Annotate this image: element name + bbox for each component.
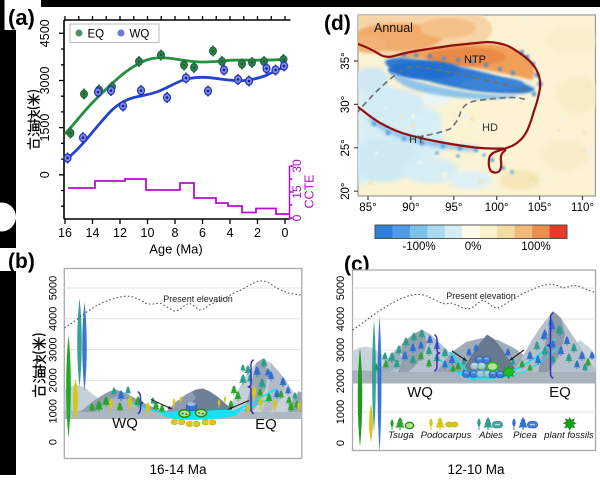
svg-text:35°: 35° (340, 52, 352, 69)
svg-text:WQ: WQ (112, 415, 138, 432)
svg-text:NTP: NTP (464, 54, 486, 66)
svg-text:EQ: EQ (549, 384, 571, 401)
svg-text:30°: 30° (340, 96, 352, 113)
svg-text:0%: 0% (465, 241, 482, 253)
svg-text:30: 30 (290, 159, 304, 173)
svg-text:0: 0 (48, 439, 60, 445)
svg-text:8: 8 (172, 226, 179, 240)
svg-text:100%: 100% (521, 241, 550, 253)
svg-text:6: 6 (199, 226, 206, 240)
svg-text:(b): (b) (8, 250, 35, 273)
svg-text:110°: 110° (571, 202, 594, 214)
svg-text:Abies: Abies (478, 430, 503, 441)
svg-text:0: 0 (290, 214, 304, 221)
svg-text:HD: HD (482, 122, 498, 134)
svg-text:14: 14 (86, 226, 100, 240)
svg-text:12-10 Ma: 12-10 Ma (447, 462, 505, 477)
svg-text:1000: 1000 (48, 399, 60, 423)
svg-text:Present elevation: Present elevation (163, 294, 233, 304)
svg-text:2000: 2000 (48, 368, 60, 392)
svg-text:4: 4 (227, 226, 234, 240)
svg-text:-100%: -100% (402, 241, 435, 253)
svg-text:12: 12 (113, 226, 127, 240)
svg-text:Annual: Annual (374, 21, 413, 35)
svg-text:2000: 2000 (335, 369, 347, 393)
svg-text:WQ: WQ (130, 29, 150, 41)
svg-text:Podocarpus: Podocarpus (421, 430, 472, 441)
svg-text:2: 2 (254, 226, 261, 240)
svg-text:4000: 4000 (335, 307, 347, 331)
svg-text:EQ: EQ (88, 29, 105, 41)
svg-text:HY: HY (409, 134, 425, 146)
svg-text:CCTE: CCTE (303, 174, 317, 208)
svg-text:16-14 Ma: 16-14 Ma (149, 462, 207, 477)
svg-text:(d): (d) (324, 12, 351, 35)
svg-text:1500: 1500 (38, 114, 52, 142)
svg-text:0: 0 (282, 226, 289, 240)
svg-text:5000: 5000 (48, 276, 60, 300)
svg-text:(a): (a) (8, 5, 35, 30)
svg-text:Tsuga: Tsuga (388, 430, 414, 441)
svg-text:3000: 3000 (48, 337, 60, 361)
svg-text:95°: 95° (445, 202, 462, 214)
svg-text:3000: 3000 (38, 67, 52, 95)
svg-text:Picea: Picea (513, 430, 537, 441)
svg-text:plant fossils: plant fossils (543, 430, 594, 441)
svg-text:16: 16 (58, 226, 72, 240)
svg-text:4500: 4500 (38, 19, 52, 47)
svg-text:85°: 85° (359, 202, 376, 214)
svg-text:100°: 100° (485, 202, 509, 214)
svg-text:Present elevation: Present elevation (446, 291, 516, 301)
svg-text:0: 0 (38, 171, 52, 178)
svg-text:105°: 105° (528, 202, 552, 214)
svg-text:Age (Ma): Age (Ma) (149, 242, 202, 257)
svg-text:10: 10 (141, 226, 155, 240)
svg-text:WQ: WQ (407, 384, 433, 401)
svg-text:EQ: EQ (255, 416, 277, 433)
svg-text:90°: 90° (402, 202, 419, 214)
svg-text:5000: 5000 (335, 276, 347, 300)
svg-text:3000: 3000 (335, 338, 347, 362)
svg-text:4000: 4000 (48, 307, 60, 331)
svg-text:0: 0 (335, 440, 347, 446)
svg-text:1000: 1000 (335, 400, 347, 424)
svg-text:20°: 20° (340, 183, 352, 200)
svg-text:15: 15 (290, 185, 304, 199)
svg-text:25°: 25° (340, 139, 352, 156)
